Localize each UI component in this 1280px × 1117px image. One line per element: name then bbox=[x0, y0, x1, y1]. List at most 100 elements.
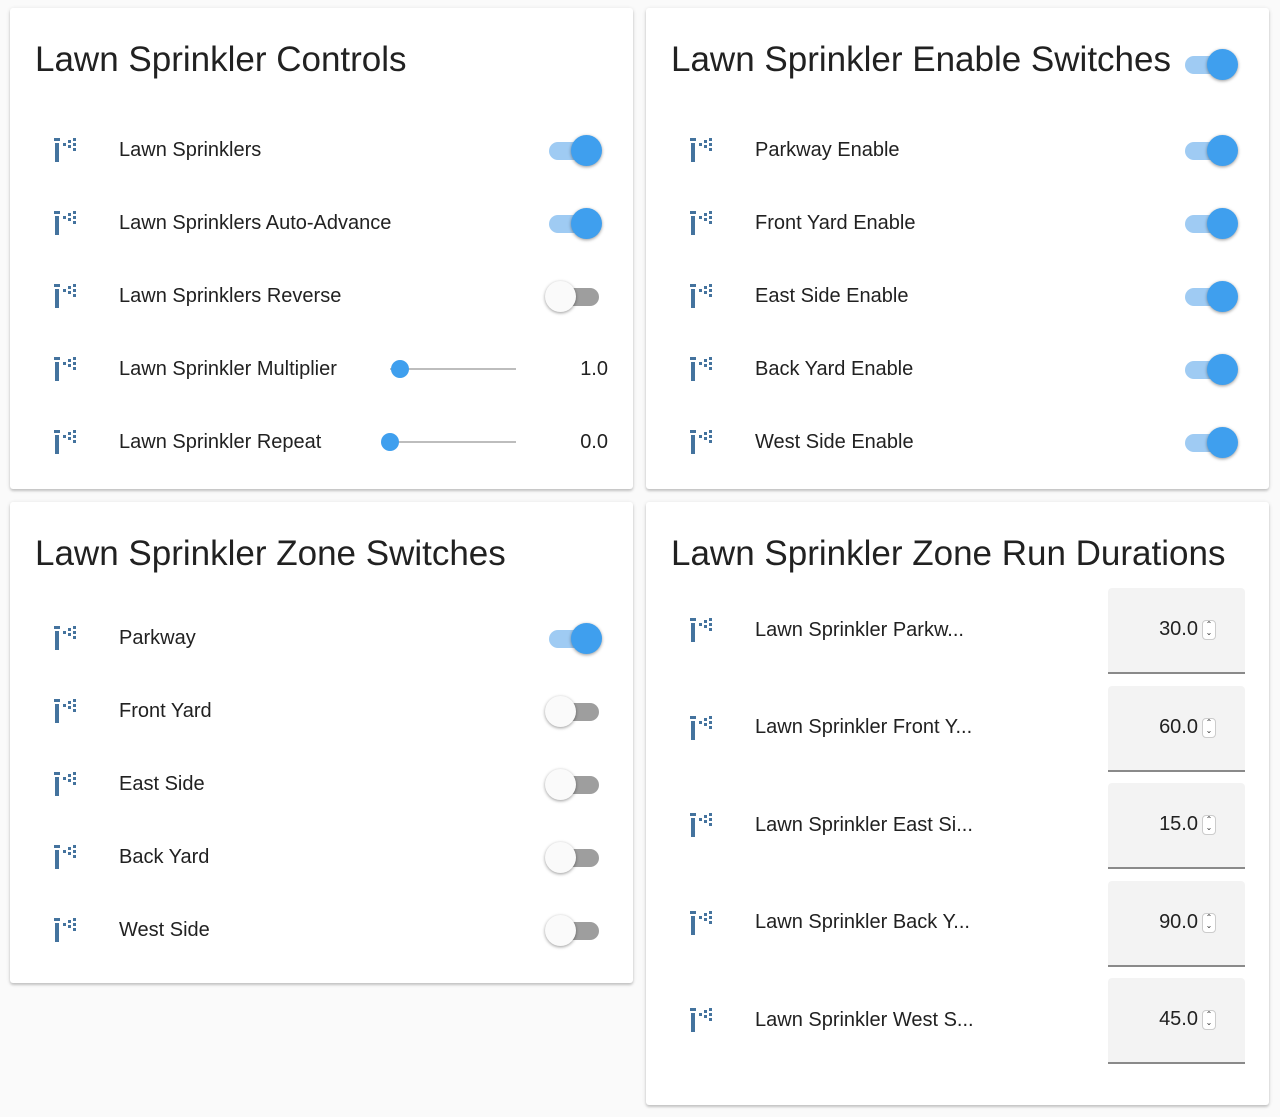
entity-label: Lawn Sprinkler West S... bbox=[755, 1008, 974, 1031]
value-slider[interactable] bbox=[381, 427, 516, 457]
toggle-switch[interactable] bbox=[545, 130, 602, 170]
sprinkler-icon bbox=[688, 715, 714, 740]
sprinkler-icon bbox=[688, 618, 714, 642]
card-title: Lawn Sprinkler Enable Switches bbox=[671, 40, 1171, 79]
number-input[interactable]: 30.0 ⌃ ⌄ bbox=[1108, 588, 1245, 674]
number-value: 45.0 bbox=[1159, 1008, 1198, 1030]
entity-label: Parkway Enable bbox=[755, 138, 900, 161]
toggle-thumb bbox=[545, 915, 576, 946]
spinner-icon[interactable]: ⌃ ⌄ bbox=[1202, 1010, 1216, 1030]
number-input[interactable]: 90.0 ⌃ ⌄ bbox=[1108, 880, 1245, 967]
sprinkler-icon bbox=[688, 357, 714, 381]
slider-thumb[interactable] bbox=[391, 360, 410, 378]
entity-label: Lawn Sprinklers bbox=[119, 138, 262, 161]
entity-label: West Side bbox=[119, 918, 210, 941]
entity-label: Parkway bbox=[119, 626, 196, 649]
entity-label: Lawn Sprinkler Front Y... bbox=[755, 716, 973, 738]
entity-label: Back Yard Enable bbox=[755, 357, 914, 380]
entity-row: East Side Enable bbox=[646, 271, 1269, 321]
entity-row: East Side bbox=[10, 759, 633, 809]
entity-row: West Side Enable bbox=[646, 417, 1269, 467]
entity-row: Lawn Sprinklers Reverse bbox=[10, 271, 633, 321]
slider-value: 1.0 bbox=[580, 357, 608, 380]
entity-label: Lawn Sprinklers Auto-Advance bbox=[119, 211, 392, 234]
toggle-switch[interactable] bbox=[545, 837, 601, 877]
sprinkler-icon bbox=[52, 357, 78, 381]
enable-all-toggle[interactable] bbox=[1181, 44, 1238, 84]
entity-label: Front Yard bbox=[119, 699, 212, 722]
entity-label: East Side bbox=[119, 772, 205, 795]
entity-label: Lawn Sprinkler Parkw... bbox=[755, 618, 964, 641]
toggle-thumb bbox=[571, 623, 602, 654]
toggle-thumb bbox=[571, 208, 602, 239]
toggle-thumb bbox=[545, 281, 576, 312]
entity-label: Lawn Sprinkler Repeat bbox=[119, 430, 322, 453]
entity-label: Lawn Sprinkler East Si... bbox=[755, 813, 973, 836]
toggle-thumb bbox=[1207, 49, 1238, 80]
slider-track bbox=[390, 368, 516, 370]
card-title: Lawn Sprinkler Zone Switches bbox=[35, 534, 506, 573]
entity-row: Lawn Sprinkler Repeat 0.0 bbox=[10, 417, 633, 467]
sprinkler-icon bbox=[688, 1008, 714, 1032]
number-input[interactable]: 60.0 ⌃ ⌄ bbox=[1108, 685, 1245, 772]
toggle-thumb bbox=[1207, 208, 1238, 239]
spinner-icon[interactable]: ⌃ ⌄ bbox=[1202, 912, 1216, 933]
toggle-switch[interactable] bbox=[545, 910, 601, 950]
sprinkler-icon bbox=[688, 284, 714, 308]
entity-row: Lawn Sprinkler Back Y... 90.0 ⌃ ⌄ bbox=[646, 880, 1269, 967]
entity-row: Lawn Sprinkler East Si... 15.0 ⌃ ⌄ bbox=[646, 783, 1269, 869]
toggle-switch[interactable] bbox=[1181, 276, 1238, 316]
number-value: 90.0 bbox=[1159, 910, 1198, 933]
entity-row: Lawn Sprinklers Auto-Advance bbox=[10, 198, 633, 248]
entity-label: Lawn Sprinklers Reverse bbox=[119, 284, 342, 307]
slider-track bbox=[390, 441, 516, 443]
toggle-thumb bbox=[545, 842, 576, 873]
entity-row: Back Yard Enable bbox=[646, 344, 1269, 394]
entity-row: Parkway Enable bbox=[646, 125, 1269, 175]
controls-card: Lawn Sprinkler Controls Lawn Sprinklers L… bbox=[10, 8, 633, 489]
entity-label: East Side Enable bbox=[755, 284, 909, 307]
entity-row: Lawn Sprinkler Front Y... 60.0 ⌃ ⌄ bbox=[646, 685, 1269, 772]
toggle-thumb bbox=[1207, 427, 1238, 458]
toggle-thumb bbox=[1207, 135, 1238, 166]
toggle-switch[interactable] bbox=[1181, 203, 1238, 243]
card-title: Lawn Sprinkler Zone Run Durations bbox=[671, 534, 1226, 573]
toggle-switch[interactable] bbox=[545, 203, 602, 243]
sprinkler-icon bbox=[52, 626, 78, 650]
toggle-switch[interactable] bbox=[545, 691, 601, 731]
number-input[interactable]: 15.0 ⌃ ⌄ bbox=[1108, 783, 1245, 869]
toggle-thumb bbox=[545, 696, 576, 727]
sprinkler-icon bbox=[52, 772, 78, 796]
sprinkler-icon bbox=[688, 138, 714, 162]
toggle-switch[interactable] bbox=[1181, 349, 1238, 389]
spinner-icon[interactable]: ⌃ ⌄ bbox=[1202, 815, 1216, 835]
entity-row: Parkway bbox=[10, 613, 633, 663]
toggle-switch[interactable] bbox=[545, 764, 601, 804]
entity-row: Front Yard bbox=[10, 686, 633, 736]
entity-row: Lawn Sprinkler Parkw... 30.0 ⌃ ⌄ bbox=[646, 588, 1269, 674]
entity-label: Front Yard Enable bbox=[755, 211, 916, 234]
toggle-switch[interactable] bbox=[545, 276, 601, 316]
slider-thumb[interactable] bbox=[381, 433, 399, 451]
entity-label: Back Yard bbox=[119, 845, 210, 868]
sprinkler-icon bbox=[688, 910, 714, 935]
zone-switches-card: Lawn Sprinkler Zone Switches Parkway Fron… bbox=[10, 502, 633, 983]
sprinkler-icon bbox=[52, 430, 78, 454]
sprinkler-icon bbox=[52, 918, 78, 942]
spinner-icon[interactable]: ⌃ ⌄ bbox=[1202, 620, 1216, 640]
toggle-thumb bbox=[571, 135, 602, 166]
value-slider[interactable] bbox=[390, 354, 516, 384]
number-input[interactable]: 45.0 ⌃ ⌄ bbox=[1108, 978, 1245, 1064]
entity-row: Front Yard Enable bbox=[646, 198, 1269, 248]
toggle-switch[interactable] bbox=[1181, 130, 1238, 170]
enable-switches-card: Lawn Sprinkler Enable Switches Parkway E… bbox=[646, 8, 1269, 489]
toggle-switch[interactable] bbox=[1181, 422, 1238, 462]
sprinkler-icon bbox=[52, 211, 78, 235]
toggle-thumb bbox=[1207, 354, 1238, 385]
spinner-icon[interactable]: ⌃ ⌄ bbox=[1202, 717, 1216, 738]
entity-row: Lawn Sprinkler West S... 45.0 ⌃ ⌄ bbox=[646, 978, 1269, 1064]
run-durations-card: Lawn Sprinkler Zone Run Durations Lawn S… bbox=[646, 502, 1269, 1105]
toggle-switch[interactable] bbox=[545, 618, 602, 658]
number-value: 15.0 bbox=[1159, 813, 1198, 835]
number-value: 60.0 bbox=[1159, 715, 1198, 738]
